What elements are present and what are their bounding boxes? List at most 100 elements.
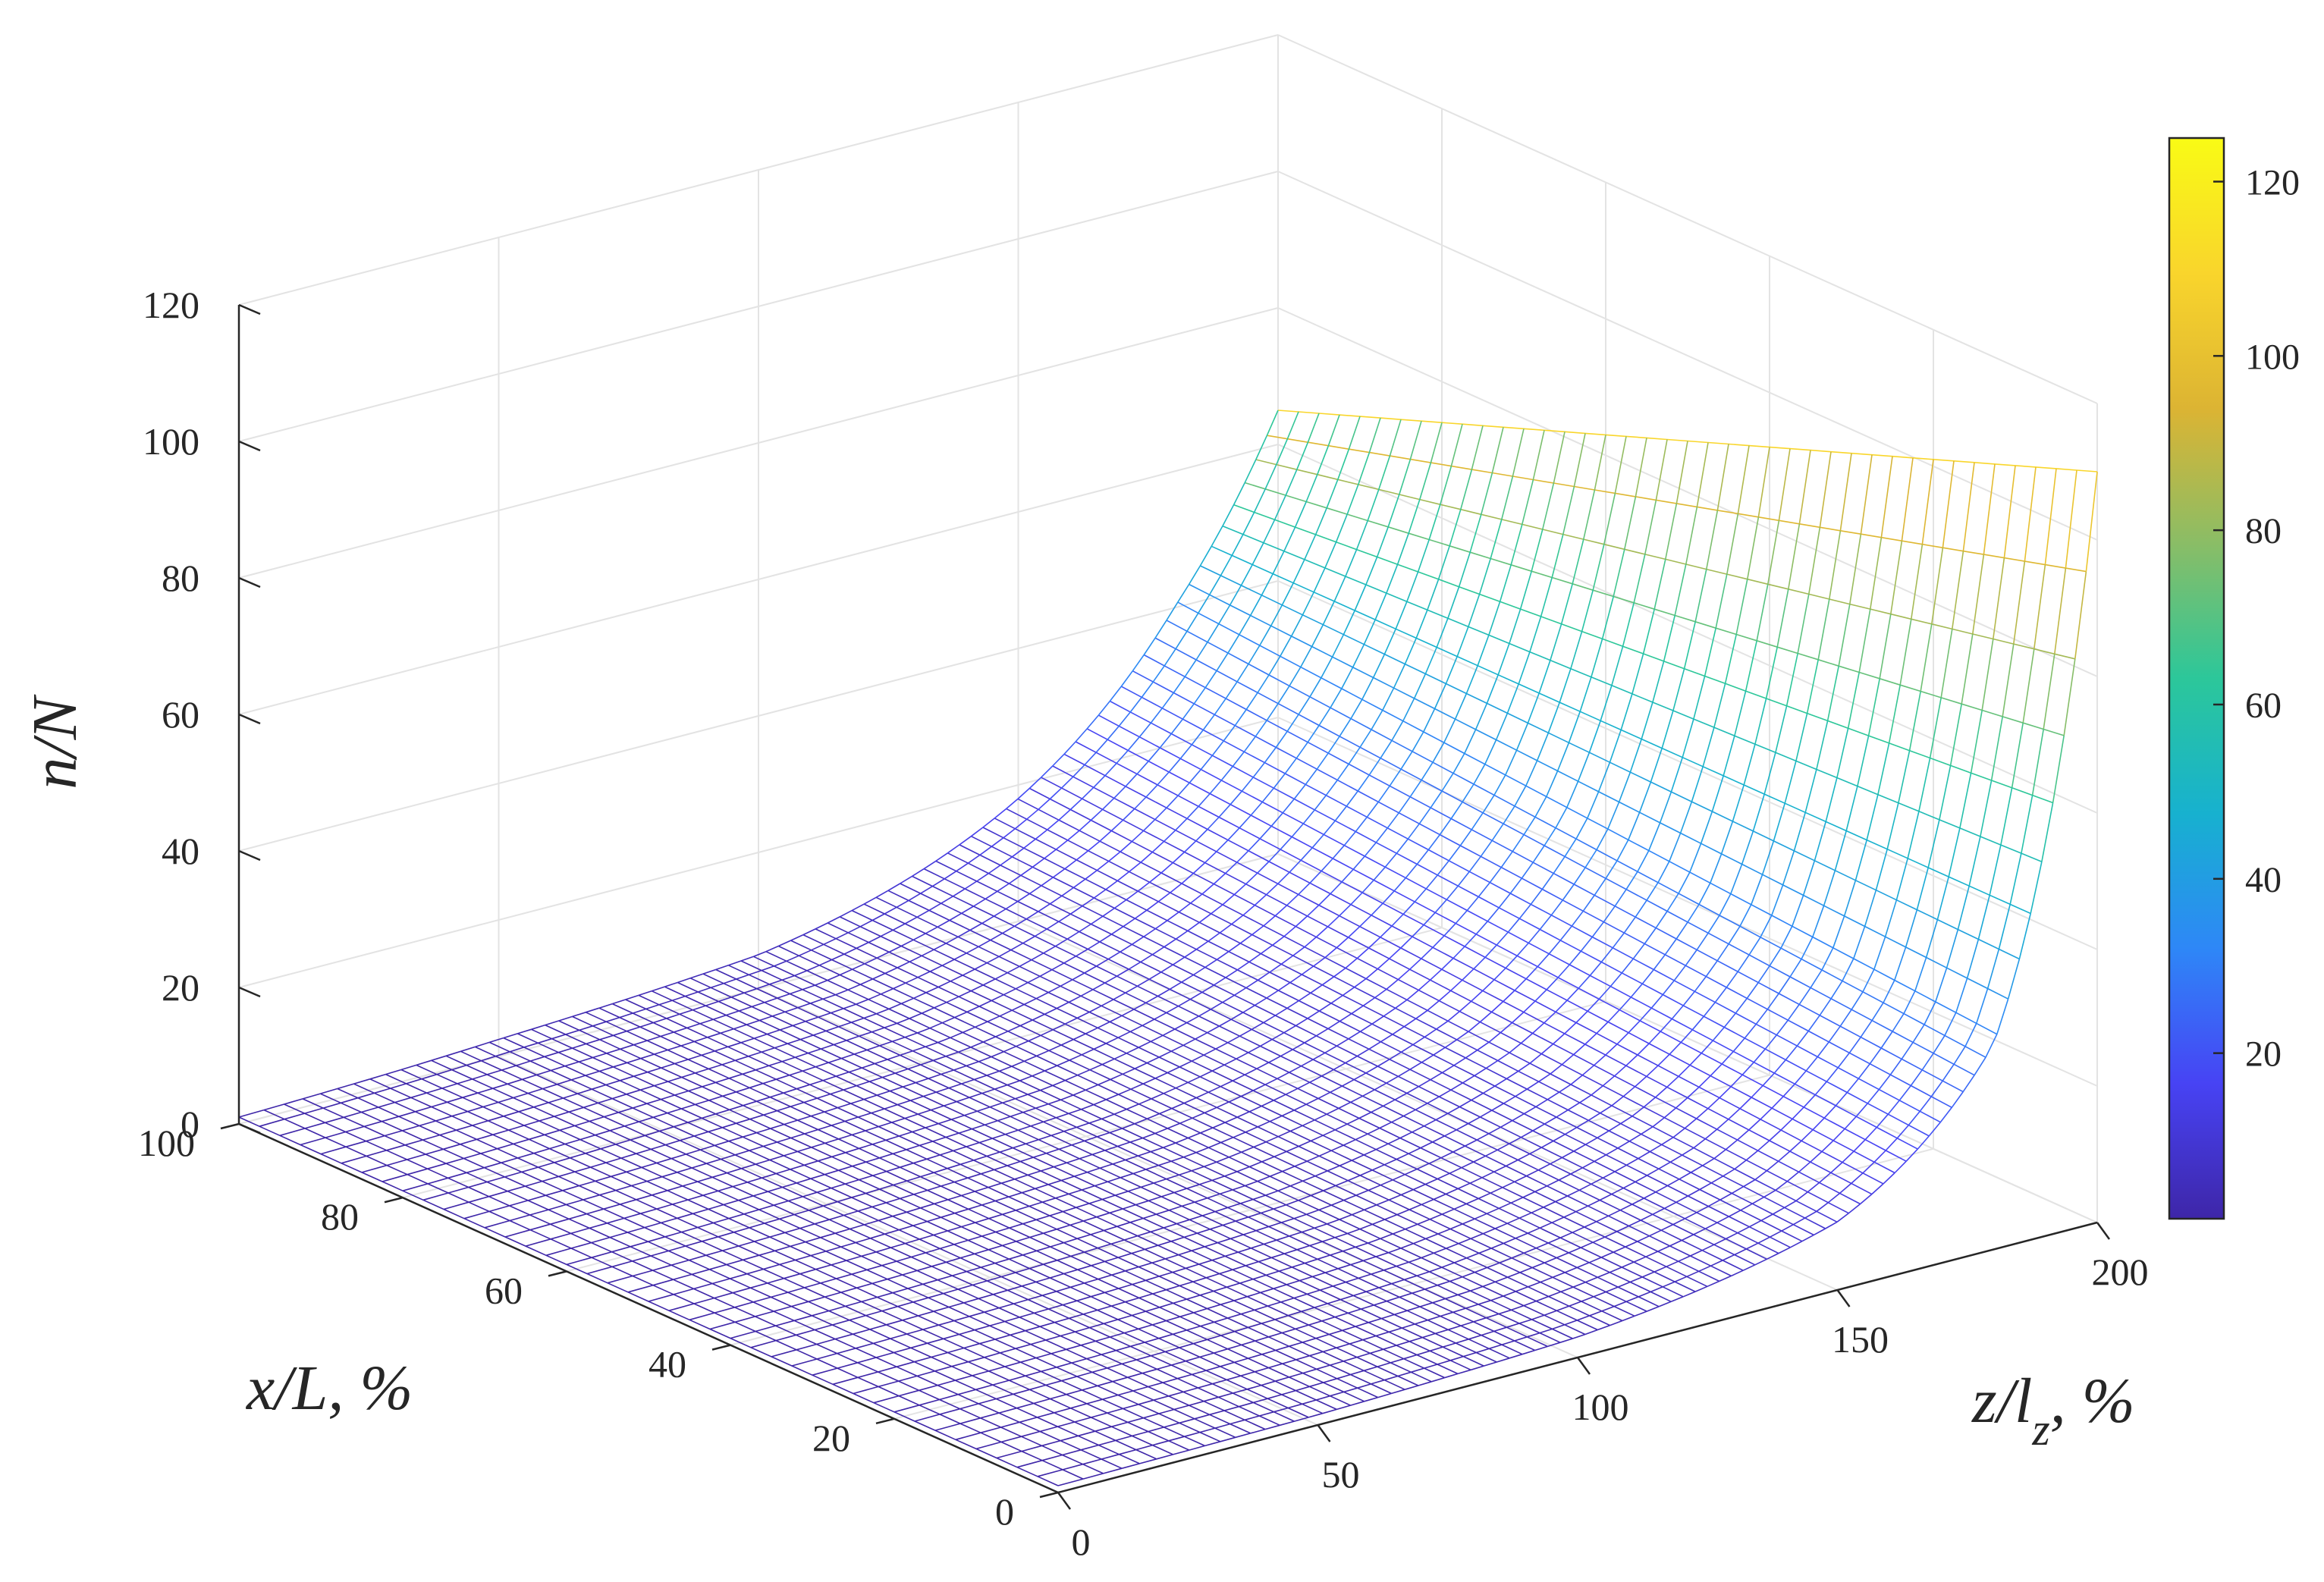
mesh-line-x xyxy=(1302,809,1315,824)
n-tick-label: 20 xyxy=(162,966,199,1009)
mesh-line-x xyxy=(721,1059,736,1066)
mesh-line-x xyxy=(1377,1392,1392,1398)
mesh-line-x xyxy=(1405,1223,1418,1230)
mesh-line-x xyxy=(1082,1309,1098,1315)
mesh-line-x xyxy=(1304,1258,1318,1264)
mesh-line-x xyxy=(1696,1108,1709,1119)
mesh-line-x xyxy=(1200,755,1213,771)
mesh-line-x xyxy=(1409,1204,1422,1210)
mesh-line-x xyxy=(1572,1281,1586,1288)
mesh-line-x xyxy=(1057,1255,1071,1261)
mesh-line-x xyxy=(1057,1478,1084,1486)
mesh-line-x xyxy=(1014,1174,1029,1180)
mesh-line-x xyxy=(1471,1092,1484,1101)
mesh-line-x xyxy=(831,1120,846,1126)
mesh-line-x xyxy=(1625,1241,1638,1248)
mesh-line-x xyxy=(1644,500,1657,555)
mesh-line-x xyxy=(775,1169,791,1175)
mesh-line-x xyxy=(1148,1427,1164,1433)
mesh-line-x xyxy=(538,1162,555,1168)
mesh-line-x xyxy=(1632,943,1645,959)
mesh-line-x xyxy=(893,1347,912,1354)
mesh-line-x xyxy=(427,1177,448,1185)
mesh-line-x xyxy=(920,1059,934,1066)
mesh-line-x xyxy=(1000,1436,1022,1443)
mesh-line-x xyxy=(1066,931,1080,940)
mesh-line-x xyxy=(1345,1277,1359,1283)
mesh-line-x xyxy=(1186,805,1199,819)
mesh-line-x xyxy=(1762,1072,1775,1086)
mesh-line-x xyxy=(1741,830,1754,865)
mesh-line-x xyxy=(1283,1025,1296,1034)
mesh-line-x xyxy=(674,1027,687,1033)
mesh-line-x xyxy=(585,1007,600,1013)
mesh-line-x xyxy=(1218,804,1231,818)
mesh-line-x xyxy=(1062,1463,1083,1471)
mesh-line-x xyxy=(1482,1085,1496,1094)
mesh-line-x xyxy=(1248,1212,1261,1218)
mesh-line-x xyxy=(1443,923,1456,937)
mesh-line-x xyxy=(1421,946,1434,959)
mesh-line-x xyxy=(872,972,886,980)
mesh-line-x xyxy=(752,1296,771,1303)
mesh-line-x xyxy=(1559,1338,1573,1343)
mesh-line-x xyxy=(1184,840,1197,853)
mesh-line-x xyxy=(999,1009,1013,1017)
mesh-line-x xyxy=(750,1339,777,1348)
mesh-line-x xyxy=(768,1186,783,1192)
grid-line xyxy=(1277,307,2098,677)
mesh-line-x xyxy=(1828,1025,1841,1043)
mesh-line-x xyxy=(1324,1268,1339,1273)
mesh-line-x xyxy=(1078,1430,1096,1437)
mesh-line-x xyxy=(1063,1207,1076,1213)
mesh-line-x xyxy=(1539,1328,1553,1334)
mesh-line-x xyxy=(1097,1380,1113,1387)
mesh-line-x xyxy=(851,903,865,912)
mesh-line-x xyxy=(1004,1317,1020,1323)
mesh-line-x xyxy=(1527,1332,1540,1338)
mesh-line-x xyxy=(1418,1079,1431,1088)
mesh-line-x xyxy=(1088,1005,1102,1013)
mesh-line-x xyxy=(475,1041,490,1048)
mesh-line-x xyxy=(1079,923,1091,933)
mesh-line-x xyxy=(1289,974,1302,984)
mesh-line-x xyxy=(1007,1285,1022,1292)
grid-line xyxy=(758,988,1578,1358)
mesh-line-x xyxy=(1389,1051,1402,1060)
mesh-line-x xyxy=(1104,1226,1117,1232)
mesh-line-x xyxy=(1864,1126,1877,1141)
mesh-line-x xyxy=(1072,764,1085,777)
mesh-line-x xyxy=(1055,1193,1069,1199)
mesh-line-x xyxy=(1123,918,1135,928)
mesh-line-x xyxy=(525,1238,551,1247)
mesh-line-x xyxy=(998,1303,1014,1309)
mesh-line-x xyxy=(1616,1225,1629,1232)
mesh-line-x xyxy=(1466,1252,1480,1259)
mesh-line-x xyxy=(1641,1126,1653,1135)
mesh-line-x xyxy=(591,1236,611,1244)
mesh-line-x xyxy=(1746,1242,1759,1250)
mesh-line-x xyxy=(884,1022,897,1028)
mesh-line-x xyxy=(1336,1373,1351,1380)
mesh-line-x xyxy=(1043,946,1056,954)
mesh-line-x xyxy=(1253,1141,1267,1148)
mesh-line-x xyxy=(1040,1166,1054,1172)
mesh-line-x xyxy=(1023,1055,1037,1063)
mesh-line-x xyxy=(1445,1188,1459,1195)
mesh-line-x xyxy=(992,1380,1010,1386)
mesh-line-x xyxy=(1208,932,1220,942)
mesh-line-x xyxy=(1257,674,1270,693)
mesh-line-x xyxy=(410,1092,427,1099)
mesh-line-x xyxy=(1186,1184,1200,1189)
mesh-line-x xyxy=(1126,1103,1139,1110)
mesh-line-x xyxy=(1962,462,1975,551)
mesh-line-x xyxy=(1079,819,1091,831)
mesh-line-x xyxy=(753,950,767,958)
mesh-line-x xyxy=(1267,1301,1281,1307)
mesh-line-x xyxy=(1457,1182,1471,1190)
mesh-line-x xyxy=(1470,1285,1484,1292)
mesh-line-x xyxy=(1105,1037,1119,1044)
mesh-line-x xyxy=(1296,441,1309,470)
mesh-line-x xyxy=(1608,1209,1621,1217)
